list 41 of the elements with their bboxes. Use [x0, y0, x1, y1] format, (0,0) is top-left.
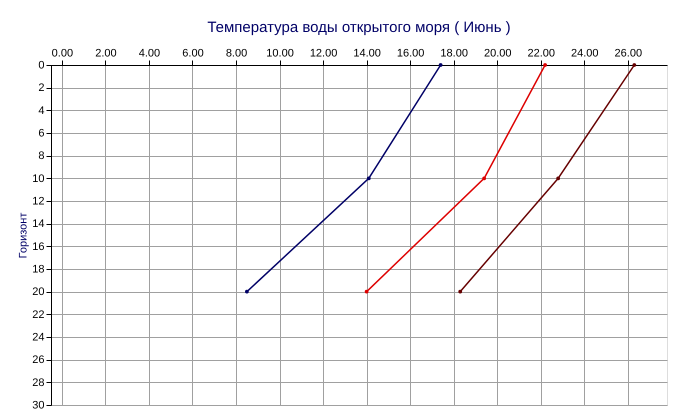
- x-tick-label: 24.00: [571, 48, 599, 60]
- y-tick-label: 10: [32, 172, 44, 185]
- point: [366, 176, 371, 180]
- x-tick-label: 8.00: [226, 48, 248, 60]
- y-tick-label: 6: [38, 128, 44, 140]
- x-tick-label: 4.00: [138, 48, 160, 60]
- x-tick-label: 10.00: [266, 48, 294, 60]
- point: [438, 63, 442, 67]
- y-axis-title: Горизонт: [17, 212, 30, 258]
- point: [245, 290, 249, 294]
- point: [556, 176, 560, 180]
- point: [458, 290, 462, 294]
- x-tick-label: 2.00: [95, 48, 117, 60]
- y-tick-label: 0: [38, 60, 44, 72]
- y-tick-label: 4: [38, 104, 44, 117]
- y-tick-label: 18: [32, 264, 44, 276]
- x-tick-label: 6.00: [182, 48, 204, 60]
- y-tick-label: 12: [32, 196, 44, 208]
- y-tick-label: 16: [32, 240, 44, 253]
- y-tick-label: 30: [32, 400, 44, 412]
- y-tick-label: 26: [32, 354, 44, 366]
- x-tick-label: 18.00: [440, 48, 468, 60]
- x-tick-label: 16.00: [396, 48, 424, 60]
- y-tick-label: 20: [32, 286, 44, 298]
- y-tick-label: 28: [32, 376, 44, 389]
- x-tick-label: 20.00: [484, 48, 512, 60]
- x-tick-label: 0.00: [52, 48, 74, 60]
- point: [482, 176, 486, 180]
- point: [364, 290, 368, 294]
- point: [543, 63, 547, 67]
- x-tick-label: 12.00: [310, 48, 338, 60]
- chart-title: Температура воды открытого моря ( Июнь ): [207, 19, 511, 36]
- y-tick-label: 2: [38, 82, 44, 94]
- point: [632, 63, 636, 67]
- y-tick-label: 24: [32, 332, 44, 344]
- y-tick-label: 14: [32, 218, 44, 230]
- y-tick-label: 22: [32, 308, 44, 321]
- x-tick-label: 14.00: [353, 48, 381, 60]
- y-tick-label: 8: [38, 150, 44, 162]
- x-tick-label: 22.00: [527, 48, 556, 60]
- x-tick-label: 26.00: [614, 48, 642, 60]
